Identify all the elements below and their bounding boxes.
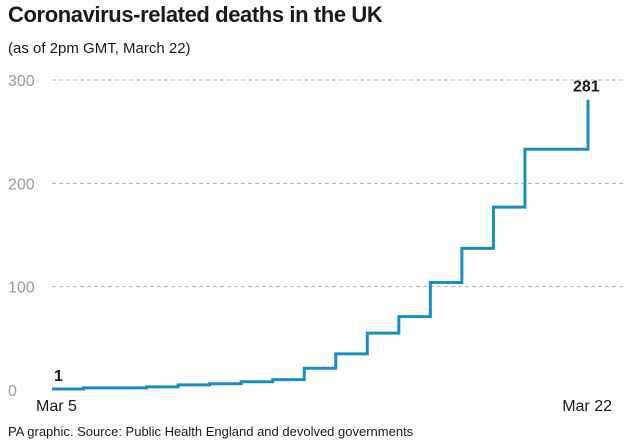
data-labels: 1 281 xyxy=(54,79,600,385)
x-axis-tick-labels: Mar 5 Mar 22 xyxy=(36,398,612,415)
chart-title: Coronavirus-related deaths in the UK xyxy=(8,2,383,27)
x-tick-label-start: Mar 5 xyxy=(36,398,77,415)
y-tick-label-300: 300 xyxy=(8,73,35,90)
data-label-start: 1 xyxy=(54,368,63,385)
y-tick-label-100: 100 xyxy=(8,280,35,297)
y-axis-tick-labels: 0 100 200 300 xyxy=(8,73,35,400)
series-layer xyxy=(52,99,590,391)
source-note: PA graphic. Source: Public Health Englan… xyxy=(8,424,414,439)
y-tick-label-200: 200 xyxy=(8,176,35,193)
chart-subtitle: (as of 2pm GMT, March 22) xyxy=(8,40,191,57)
series-line-deaths xyxy=(52,99,590,391)
x-tick-label-end: Mar 22 xyxy=(562,398,612,415)
gridlines xyxy=(52,79,626,288)
y-tick-label-0: 0 xyxy=(8,383,17,400)
data-label-end: 281 xyxy=(573,79,600,96)
